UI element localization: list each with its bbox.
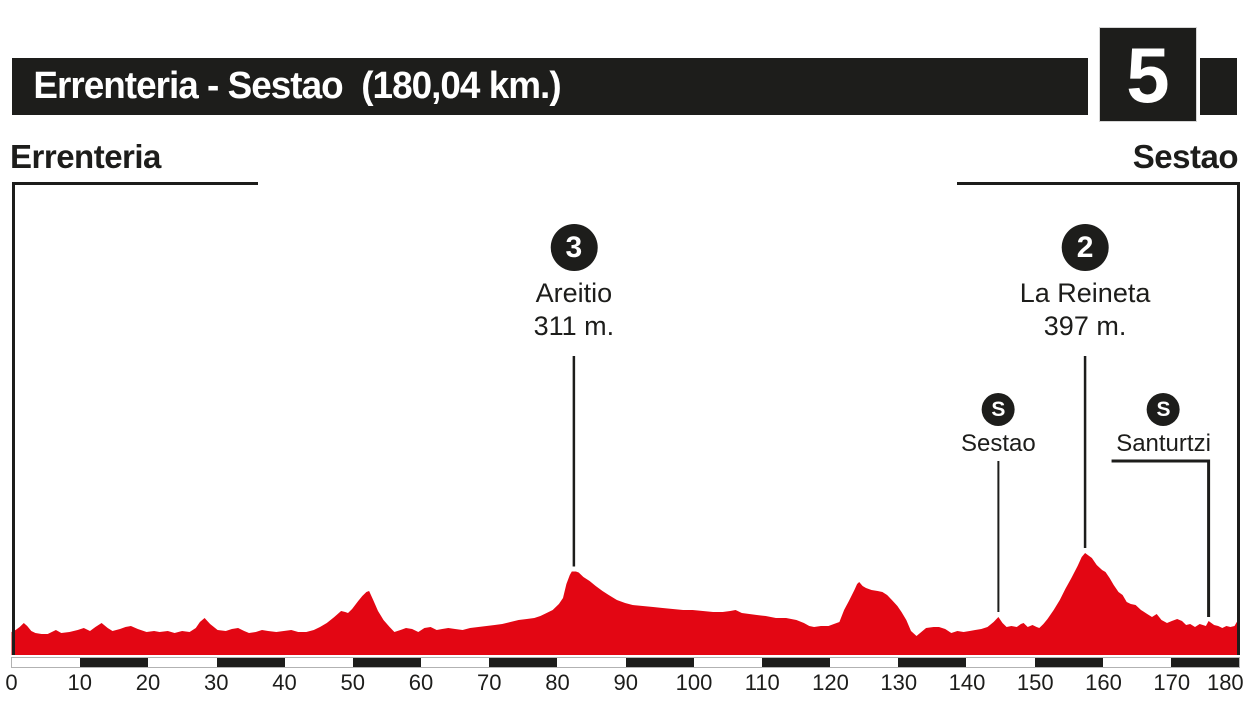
climb-name: Areitio — [535, 278, 613, 308]
km-tick-label: 130 — [880, 670, 918, 695]
scale-segment — [489, 658, 558, 667]
km-tick-label: 60 — [408, 670, 434, 695]
right-boundary-line — [1237, 182, 1240, 655]
climb-category-badge: 2 — [1061, 224, 1109, 271]
scale-segment — [1170, 658, 1239, 667]
km-tick-label: 20 — [135, 670, 161, 695]
scale-segment — [557, 658, 625, 667]
scale-segment — [216, 658, 285, 667]
scale-segment — [421, 658, 489, 667]
finish-bracket-line — [957, 182, 1240, 185]
stage-number: 5 — [1126, 30, 1170, 119]
scale-segment — [694, 658, 762, 667]
scale-segment — [1103, 658, 1171, 667]
scale-segment — [898, 658, 967, 667]
km-tick-label: 50 — [340, 670, 365, 695]
scale-segment — [12, 658, 80, 667]
sprint-marker: S Santurtzi — [1116, 393, 1211, 458]
left-boundary-line — [12, 182, 15, 655]
scale-segment — [625, 658, 694, 667]
climb-elevation: 397 m. — [1043, 311, 1127, 341]
sprint-badge: S — [1147, 393, 1181, 426]
profile-area — [11, 553, 1240, 655]
climb-elevation: 311 m. — [533, 311, 615, 341]
sprint-name: Sestao — [961, 430, 1036, 457]
banner-stub — [1200, 58, 1237, 115]
climb-marker: 3 Areitio 311 m. — [533, 224, 615, 343]
km-tick-label: 110 — [744, 670, 780, 695]
scale-segment — [830, 658, 898, 667]
km-tick-label: 180 — [1206, 670, 1244, 695]
km-tick-label: 100 — [675, 670, 713, 695]
km-tick-label: 120 — [812, 670, 849, 695]
sprint-badge: S — [981, 393, 1015, 426]
km-tick-label: 80 — [545, 670, 570, 695]
km-tick-label: 140 — [948, 670, 986, 695]
start-label: Errenteria — [10, 138, 161, 175]
stage-banner: Errenteria - Sestao (180,04 km.) — [12, 58, 1088, 115]
finish-label: Sestao — [1132, 138, 1239, 175]
stage-title: Errenteria - Sestao (180,04 km.) — [33, 65, 561, 107]
km-tick-label: 160 — [1085, 670, 1122, 695]
climb-name: La Reineta — [1019, 278, 1151, 308]
sprint-marker: S Sestao — [961, 393, 1036, 458]
stage-number-box: 5 — [1100, 28, 1196, 121]
scale-segment — [761, 658, 830, 667]
km-tick-label: 30 — [204, 670, 229, 695]
scale-segment — [285, 658, 353, 667]
scale-segment — [80, 658, 149, 667]
km-tick-label: 90 — [613, 670, 638, 695]
start-bracket-line — [12, 182, 258, 185]
climb-category-badge: 3 — [550, 224, 598, 271]
km-scale-bar — [11, 657, 1240, 668]
km-tick-label: 40 — [272, 670, 297, 695]
km-tick-label: 0 — [5, 670, 18, 695]
leader-line — [1111, 459, 1211, 617]
scale-segment — [1034, 658, 1103, 667]
km-tick-label: 150 — [1016, 670, 1054, 695]
km-tick-label: 70 — [477, 670, 502, 695]
sprint-name: Santurtzi — [1116, 430, 1211, 457]
scale-segment — [966, 658, 1034, 667]
scale-segment — [148, 658, 216, 667]
climb-marker: 2 La Reineta 397 m. — [1019, 224, 1151, 343]
km-tick-label: 10 — [67, 670, 92, 695]
km-tick-label: 170 — [1153, 670, 1191, 695]
scale-segment — [352, 658, 421, 667]
